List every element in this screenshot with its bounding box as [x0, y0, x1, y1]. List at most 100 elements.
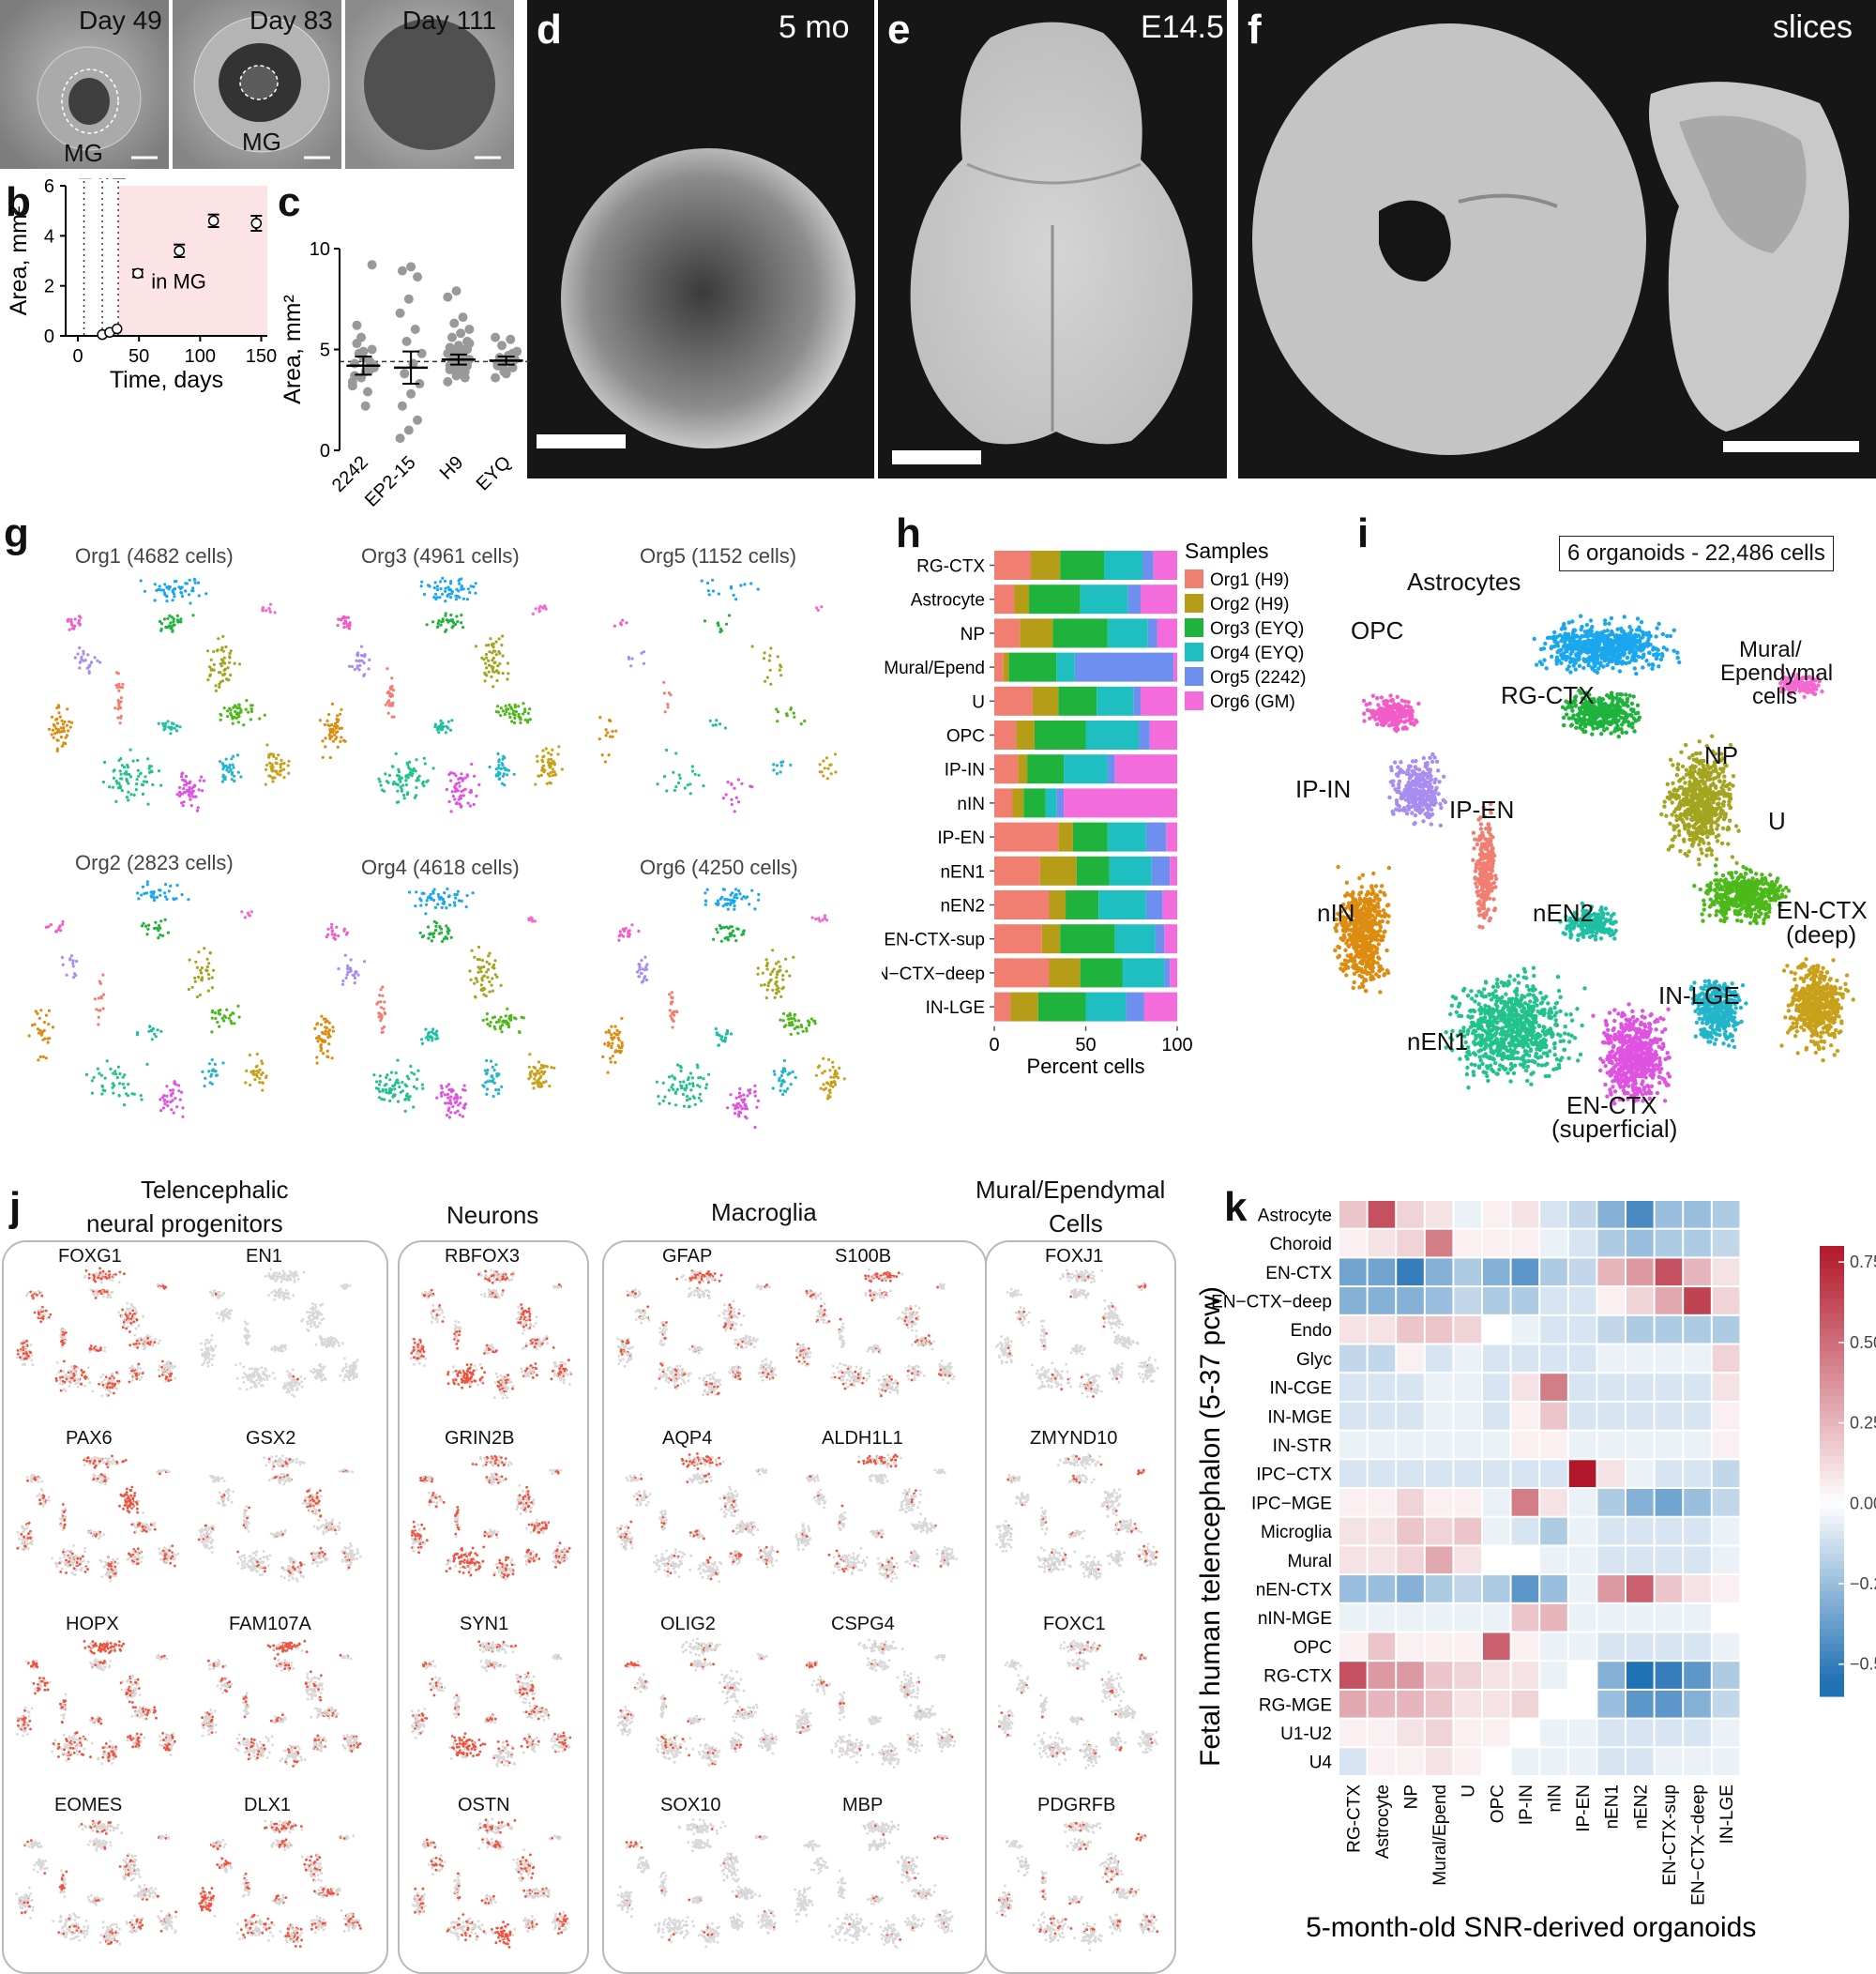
umap-org6-dot [775, 988, 779, 992]
umap-org1-dot [267, 753, 271, 757]
umap-combined-dot [1675, 650, 1680, 655]
umap-org3-dot [730, 802, 734, 806]
in-mg-region [118, 186, 267, 336]
umap-combined-dot [1727, 787, 1732, 792]
umap-org2-dot [498, 661, 502, 665]
umap-org2-dot [358, 663, 362, 667]
umap-org4-dot [187, 987, 190, 992]
umap-org6-dot [729, 1093, 733, 1097]
umap-combined-dot [1610, 704, 1614, 708]
umap-org2-dot [360, 654, 364, 658]
umap-org1-dot [279, 766, 282, 769]
umap-org4-dot [61, 963, 65, 966]
umap-org6-dot [618, 1051, 623, 1055]
umap-org6-dot [784, 1089, 788, 1093]
umap-org1-dot [221, 767, 225, 771]
umap-org2-dot [440, 620, 444, 624]
umap-org6-dot [661, 1081, 665, 1085]
umap-org5-dot [536, 1082, 540, 1086]
umap-org2-dot [318, 719, 322, 722]
umap-org5-dot [354, 976, 357, 980]
umap-org6-dot [810, 916, 814, 919]
umap-combined-dot [1577, 657, 1581, 661]
umap-org1-dot [202, 779, 206, 782]
umap-org4-dot [41, 1055, 45, 1058]
umap-combined-dot [1598, 701, 1603, 706]
umap-combined-dot [1603, 702, 1608, 706]
umap-org4-dot [164, 883, 168, 887]
umap-org5-dot [530, 1070, 534, 1073]
umap-org1-dot [188, 788, 191, 792]
umap-org5-dot [449, 935, 453, 939]
umap-org6-dot [697, 1096, 702, 1100]
umap-org2-dot [499, 714, 503, 718]
umap-combined-dot [1383, 719, 1387, 723]
umap-org4-dot [208, 950, 212, 954]
umap-org1-dot [166, 720, 170, 723]
umap-org6-dot [686, 1078, 690, 1082]
umap-combined-dot [1404, 719, 1409, 723]
umap-combined-dot [1617, 669, 1623, 674]
umap-combined-dot [1628, 712, 1633, 718]
umap-org6-dot [736, 927, 740, 931]
umap-org6-dot [702, 1077, 705, 1081]
umap-org5 [313, 887, 556, 1119]
bar-label-3: Mural/Epend [884, 659, 985, 678]
umap-org5-dot [403, 1083, 407, 1086]
umap-org1-dot [237, 703, 241, 706]
umap-org4-dot [205, 957, 209, 961]
umap-org2-dot [453, 789, 458, 794]
umap-org6-dot [743, 1107, 748, 1111]
umap-org5-dot [492, 1025, 496, 1028]
umap-org5-dot [541, 1081, 545, 1085]
umap-org5-dot [488, 951, 492, 955]
umap-org5-dot [478, 967, 482, 971]
umap-combined-dot [1389, 707, 1394, 712]
umap-org1-dot [208, 665, 212, 669]
umap-org2-dot [495, 678, 499, 683]
umap-org1-dot [182, 800, 186, 804]
umap-org2-dot [505, 707, 508, 711]
umap-org1-dot [245, 699, 249, 703]
umap-combined-dot [1581, 716, 1586, 721]
umap-org3-dot [711, 723, 715, 727]
bar-OPC-Org1 (H9) [994, 721, 1017, 750]
umap-org5-dot [445, 924, 448, 928]
umap-combined-dot [1672, 648, 1676, 653]
umap-org6-dot [783, 1070, 787, 1073]
umap-org3-dot [825, 777, 830, 781]
umap-org6-dot [615, 1028, 619, 1033]
umap-org1-dot [116, 698, 120, 702]
umap-org2-dot [496, 670, 500, 674]
umap-org6-dot [796, 1031, 800, 1035]
y-tick-label: 0 [44, 326, 54, 347]
umap-org6-dot [716, 899, 720, 903]
umap-org5-dot [356, 973, 360, 977]
umap-combined-dot [1608, 642, 1612, 646]
umap-org2-dot [497, 650, 501, 654]
umap-org2-dot [440, 592, 445, 596]
umap-combined-dot [1412, 822, 1416, 827]
umap-combined-dot [1709, 852, 1714, 858]
umap-org2-dot [397, 800, 401, 804]
umap-org3-dot [607, 718, 612, 722]
umap-org2-dot [458, 582, 461, 585]
umap-org5-dot [490, 983, 493, 987]
umap-org6-dot [726, 938, 731, 942]
umap-org2-dot [485, 666, 489, 670]
umap-combined-dot [1637, 625, 1642, 630]
umap-org3-dot [677, 773, 681, 777]
umap-combined-dot [1584, 657, 1590, 661]
umap-org6-dot [753, 1090, 757, 1094]
umap-org2-dot [494, 640, 498, 644]
umap-org5-dot [446, 1108, 450, 1113]
umap-org4-dot [210, 1016, 214, 1020]
umap-org4-dot [200, 971, 204, 975]
umap-org2-dot [440, 725, 444, 729]
umap-org4-dot [245, 1069, 249, 1072]
umap-org1-dot [280, 758, 283, 762]
umap-org2-dot [449, 779, 453, 782]
umap-org4-dot [214, 1016, 218, 1021]
bar-EN-CTX-sup-Org6 (GM) [1164, 924, 1177, 954]
bar-IP-IN-Org6 (GM) [1114, 754, 1177, 784]
